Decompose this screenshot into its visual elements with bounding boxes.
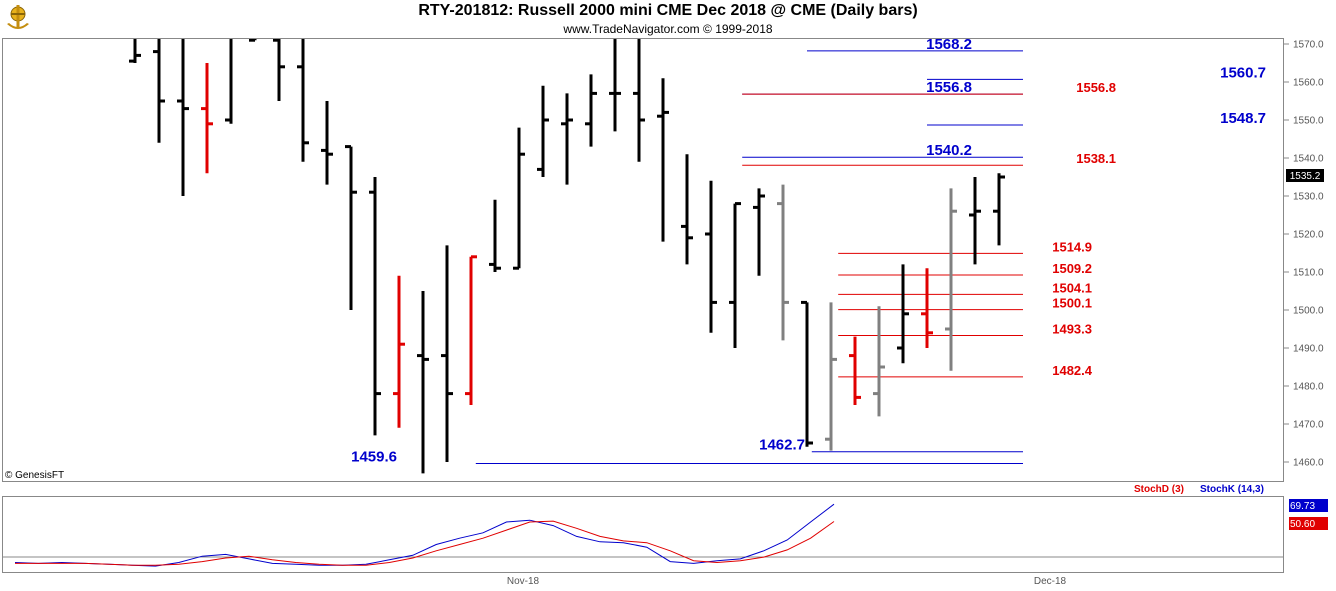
x-label-nov: Nov-18 [507, 576, 540, 587]
price-bar [489, 199, 501, 272]
stochastic-lines [14, 503, 835, 567]
price-bar [345, 145, 357, 310]
level-label-1500-1: 1500.1 [1052, 296, 1092, 311]
price-tick-label: 1510.0 [1293, 268, 1324, 279]
level-label-1568-2: 1568.2 [926, 36, 972, 53]
price-bar [321, 101, 333, 185]
price-bar [825, 302, 837, 451]
price-bar [537, 85, 549, 177]
price-bar [153, 39, 165, 143]
price-bar [297, 39, 309, 162]
price-bar [417, 291, 429, 474]
stoch-d-line [15, 520, 835, 566]
price-panel [2, 38, 1284, 482]
last-price-marker: 1535.2 [1286, 169, 1324, 182]
price-tick-label: 1530.0 [1293, 192, 1324, 203]
chart-subtitle: www.TradeNavigator.com © 1999-2018 [563, 22, 773, 36]
price-tick-label: 1560.0 [1293, 78, 1324, 89]
level-label-1514-9: 1514.9 [1052, 239, 1092, 254]
price-bar [585, 74, 597, 147]
price-bar [897, 264, 909, 364]
level-label-1560-7: 1560.7 [1220, 64, 1266, 81]
stoch-k-line [14, 503, 835, 567]
price-tick-label: 1470.0 [1293, 420, 1324, 431]
stoch-k-value-box [1289, 499, 1328, 512]
price-bar [609, 39, 621, 132]
price-tick-label: 1490.0 [1293, 344, 1324, 355]
price-levels: 1568.2 1560.7 1556.8 1556.8 1548.7 1540.2 1538… [351, 36, 1266, 466]
level-label-1509-2: 1509.2 [1052, 261, 1092, 276]
price-bar [945, 188, 957, 371]
chart-title: RTY-201812: Russell 2000 mini CME Dec 20… [418, 2, 918, 19]
price-tick-label: 1550.0 [1293, 116, 1324, 127]
genesis-credit: © GenesisFT [5, 470, 64, 481]
chart-header: RTY-201812: Russell 2000 mini CME Dec 20… [0, 0, 1336, 38]
price-bar [561, 93, 573, 185]
price-bar [849, 336, 861, 405]
stoch-d-value-box [1289, 517, 1328, 530]
level-label-1556-8: 1556.8 [1076, 80, 1116, 95]
stoch-d-value: 50.60 [1290, 519, 1315, 530]
price-bar [249, 39, 257, 42]
price-bar [465, 255, 477, 405]
price-axis: 1570.0 1560.0 1550.0 1540.0 1530.0 1520.0 1510… [1283, 40, 1324, 469]
price-bar [993, 173, 1005, 246]
price-bar [969, 177, 981, 265]
stoch-k-value: 69.73 [1290, 501, 1315, 512]
price-bar [441, 245, 453, 462]
legend-stoch-k: StochK (14,3) [1200, 484, 1264, 495]
legend-stoch-d: StochD (3) [1134, 484, 1184, 495]
price-bar [273, 39, 285, 101]
price-bar [177, 39, 189, 196]
ohlc-bars [129, 39, 1005, 474]
level-label-1459-6: 1459.6 [351, 449, 397, 466]
price-bar [633, 39, 645, 162]
level-label-1538-1: 1538.1 [1076, 151, 1116, 166]
price-bar [801, 300, 813, 447]
price-bar [729, 202, 741, 348]
price-bar [777, 184, 789, 341]
x-label-dec: Dec-18 [1034, 576, 1067, 587]
level-label-1548-7: 1548.7 [1220, 110, 1266, 127]
level-label-1556-8: 1556.8 [926, 79, 972, 96]
price-bar [657, 78, 669, 242]
last-price-label: 1535.2 [1290, 171, 1321, 182]
price-bar [705, 180, 717, 333]
price-bar [873, 306, 885, 417]
price-bar [129, 39, 141, 63]
stochastic-panel [2, 496, 1284, 573]
price-bar [225, 39, 233, 124]
price-bar [513, 127, 525, 270]
price-tick-label: 1480.0 [1293, 382, 1324, 393]
price-tick-label: 1500.0 [1293, 306, 1324, 317]
level-label-1462-7: 1462.7 [759, 437, 805, 454]
level-label-1504-1: 1504.1 [1052, 280, 1092, 295]
price-bar [393, 275, 405, 428]
price-bar [921, 268, 933, 348]
price-bar [681, 154, 693, 265]
price-tick-label: 1570.0 [1293, 40, 1324, 51]
price-tick-label: 1520.0 [1293, 230, 1324, 241]
price-bar [201, 63, 213, 174]
price-tick-label: 1540.0 [1293, 154, 1324, 165]
level-label-1482-4: 1482.4 [1052, 363, 1093, 378]
level-label-1493-3: 1493.3 [1052, 321, 1092, 336]
level-label-1540-2: 1540.2 [926, 142, 972, 159]
trade-navigator-logo-icon [7, 5, 29, 29]
price-bar [753, 188, 765, 276]
price-bar [369, 177, 381, 436]
price-tick-label: 1460.0 [1293, 458, 1324, 469]
